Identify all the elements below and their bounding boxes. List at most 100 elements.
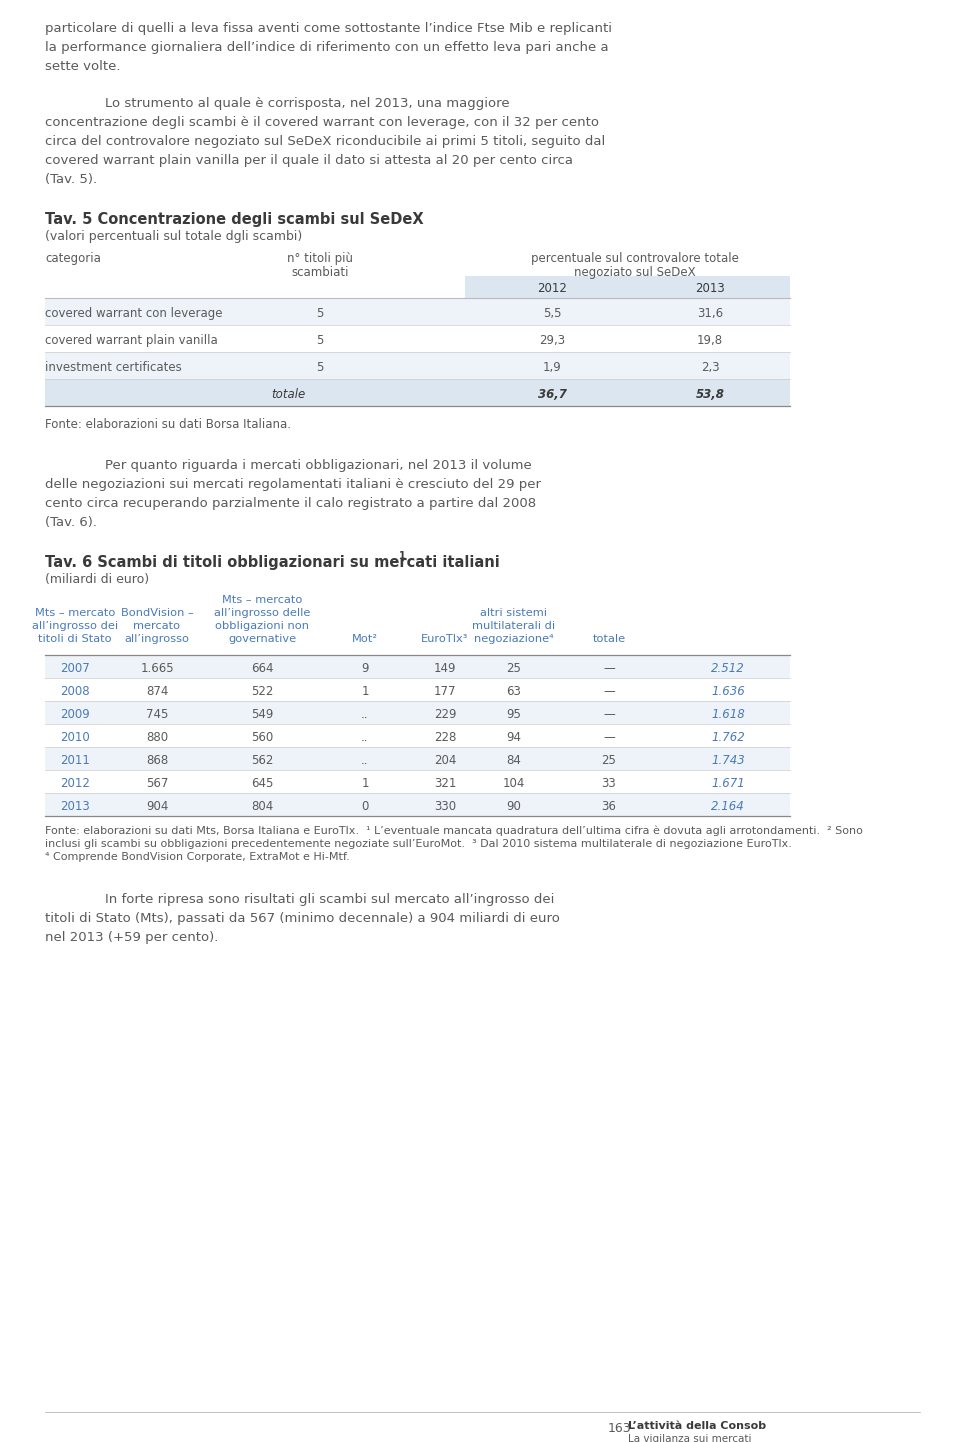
Text: concentrazione degli scambi è il covered warrant con leverage, con il 32 per cen: concentrazione degli scambi è il covered… <box>45 115 599 128</box>
Text: obbligazioni non: obbligazioni non <box>215 622 309 632</box>
Text: negoziazione⁴: negoziazione⁴ <box>474 634 554 645</box>
Text: 880: 880 <box>146 731 168 744</box>
Text: (Tav. 6).: (Tav. 6). <box>45 516 97 529</box>
Text: Per quanto riguarda i mercati obbligazionari, nel 2013 il volume: Per quanto riguarda i mercati obbligazio… <box>105 459 532 472</box>
Text: 94: 94 <box>507 731 521 744</box>
Text: (Tav. 5).: (Tav. 5). <box>45 173 97 186</box>
Text: particolare di quelli a leva fissa aventi come sottostante l’indice Ftse Mib e r: particolare di quelli a leva fissa avent… <box>45 22 612 35</box>
Text: L’attività della Consob: L’attività della Consob <box>628 1420 766 1430</box>
Text: all’ingrosso: all’ingrosso <box>125 634 189 645</box>
Bar <box>45 655 790 678</box>
Text: BondVision –: BondVision – <box>121 609 193 619</box>
Text: Tav. 6 Scambi di titoli obbligazionari su mercati italiani: Tav. 6 Scambi di titoli obbligazionari s… <box>45 555 500 570</box>
Text: 321: 321 <box>434 777 456 790</box>
Text: scambiati: scambiati <box>291 265 348 278</box>
Text: 804: 804 <box>251 800 274 813</box>
Text: 522: 522 <box>251 685 274 698</box>
Text: 1: 1 <box>361 777 369 790</box>
Text: 904: 904 <box>146 800 168 813</box>
Text: 1.743: 1.743 <box>711 754 745 767</box>
Text: nel 2013 (+59 per cento).: nel 2013 (+59 per cento). <box>45 932 218 945</box>
Bar <box>45 379 790 407</box>
Bar <box>45 352 790 379</box>
Text: 84: 84 <box>507 754 521 767</box>
Text: 36: 36 <box>602 800 616 813</box>
Text: 2009: 2009 <box>60 708 90 721</box>
Text: 19,8: 19,8 <box>697 335 723 348</box>
Text: 1.618: 1.618 <box>711 708 745 721</box>
Text: circa del controvalore negoziato sul SeDeX riconducibile ai primi 5 titoli, segu: circa del controvalore negoziato sul SeD… <box>45 136 605 149</box>
Text: ..: .. <box>361 708 369 721</box>
Text: 104: 104 <box>503 777 525 790</box>
Bar <box>45 793 790 816</box>
Text: 95: 95 <box>507 708 521 721</box>
Text: 567: 567 <box>146 777 168 790</box>
Text: 2010: 2010 <box>60 731 90 744</box>
Text: categoria: categoria <box>45 252 101 265</box>
Text: 2007: 2007 <box>60 662 90 675</box>
Text: 868: 868 <box>146 754 168 767</box>
Text: ..: .. <box>361 754 369 767</box>
Text: 204: 204 <box>434 754 456 767</box>
Text: 1.671: 1.671 <box>711 777 745 790</box>
Text: 2,3: 2,3 <box>701 360 719 373</box>
Text: delle negoziazioni sui mercati regolamentati italiani è cresciuto del 29 per: delle negoziazioni sui mercati regolamen… <box>45 477 541 490</box>
Text: Tav. 5 Concentrazione degli scambi sul SeDeX: Tav. 5 Concentrazione degli scambi sul S… <box>45 212 423 226</box>
Text: inclusi gli scambi su obbligazioni precedentemente negoziate sull’EuroMot.  ³ Da: inclusi gli scambi su obbligazioni prece… <box>45 839 792 849</box>
Text: 63: 63 <box>507 685 521 698</box>
Text: 1,9: 1,9 <box>542 360 562 373</box>
Text: 2013: 2013 <box>60 800 90 813</box>
Text: 5: 5 <box>316 307 324 320</box>
Text: 228: 228 <box>434 731 456 744</box>
Text: 25: 25 <box>507 662 521 675</box>
Text: 1: 1 <box>361 685 369 698</box>
Text: In forte ripresa sono risultati gli scambi sul mercato all’ingrosso dei: In forte ripresa sono risultati gli scam… <box>105 893 554 906</box>
Text: 560: 560 <box>251 731 274 744</box>
Bar <box>45 701 790 724</box>
Text: 5: 5 <box>316 360 324 373</box>
Text: 2011: 2011 <box>60 754 90 767</box>
Text: 2012: 2012 <box>537 283 567 296</box>
Text: 149: 149 <box>434 662 456 675</box>
Text: Mts – mercato: Mts – mercato <box>222 596 302 606</box>
Text: 36,7: 36,7 <box>538 388 566 401</box>
Text: 90: 90 <box>507 800 521 813</box>
Text: Mts – mercato: Mts – mercato <box>35 609 115 619</box>
Text: —: — <box>603 662 614 675</box>
Text: 2012: 2012 <box>60 777 90 790</box>
Text: 33: 33 <box>602 777 616 790</box>
Text: titoli di Stato: titoli di Stato <box>38 634 111 645</box>
Text: ..: .. <box>361 731 369 744</box>
Text: totale: totale <box>592 634 626 645</box>
Text: governative: governative <box>228 634 296 645</box>
Text: —: — <box>603 685 614 698</box>
Text: n° titoli più: n° titoli più <box>287 252 353 265</box>
Text: 330: 330 <box>434 800 456 813</box>
Text: 0: 0 <box>361 800 369 813</box>
Text: 31,6: 31,6 <box>697 307 723 320</box>
Text: totale: totale <box>271 388 305 401</box>
Text: la performance giornaliera dell’indice di riferimento con un effetto leva pari a: la performance giornaliera dell’indice d… <box>45 40 609 53</box>
Text: 562: 562 <box>251 754 274 767</box>
Text: mercato: mercato <box>133 622 180 632</box>
Bar <box>45 747 790 770</box>
Text: EuroTlx³: EuroTlx³ <box>421 634 468 645</box>
Bar <box>45 298 790 324</box>
Text: covered warrant con leverage: covered warrant con leverage <box>45 307 223 320</box>
Text: percentuale sul controvalore totale: percentuale sul controvalore totale <box>531 252 739 265</box>
Text: 645: 645 <box>251 777 274 790</box>
Text: Mot²: Mot² <box>352 634 378 645</box>
Text: cento circa recuperando parzialmente il calo registrato a partire dal 2008: cento circa recuperando parzialmente il … <box>45 497 536 510</box>
Text: all’ingrosso dei: all’ingrosso dei <box>32 622 118 632</box>
Text: titoli di Stato (Mts), passati da 567 (minimo decennale) a 904 miliardi di euro: titoli di Stato (Mts), passati da 567 (m… <box>45 911 560 924</box>
Text: —: — <box>603 708 614 721</box>
Text: 9: 9 <box>361 662 369 675</box>
Text: altri sistemi: altri sistemi <box>481 609 547 619</box>
Text: covered warrant plain vanilla: covered warrant plain vanilla <box>45 335 218 348</box>
Text: 229: 229 <box>434 708 456 721</box>
Text: sette volte.: sette volte. <box>45 61 121 74</box>
Text: 1.636: 1.636 <box>711 685 745 698</box>
Text: investment certificates: investment certificates <box>45 360 181 373</box>
Text: 1.762: 1.762 <box>711 731 745 744</box>
Text: (miliardi di euro): (miliardi di euro) <box>45 572 149 585</box>
